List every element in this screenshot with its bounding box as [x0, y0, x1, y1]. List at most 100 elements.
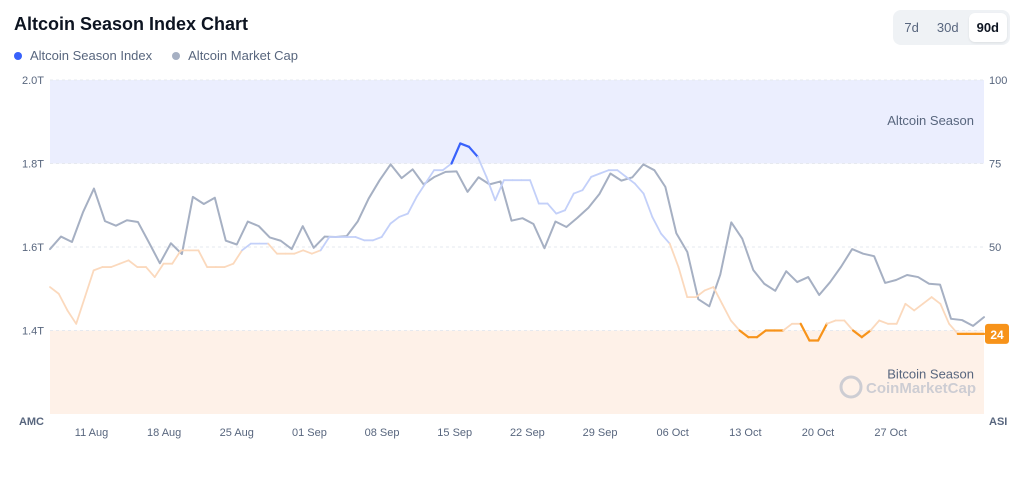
altcoin-season-index-segment [494, 179, 505, 202]
chart-legend: Altcoin Season Index Altcoin Market Cap [14, 48, 298, 63]
altcoin-season-index-segment [75, 296, 86, 325]
x-axis-tick-label: 20 Oct [802, 427, 834, 439]
x-axis-tick-label: 11 Aug [75, 427, 108, 439]
altcoin-season-index-segment [485, 175, 497, 202]
altcoin-season-index-segment [590, 172, 601, 178]
altcoin-season-index-segment [529, 179, 540, 205]
altcoin-season-index-segment [57, 292, 69, 312]
legend-dot-gray-icon [172, 51, 181, 60]
range-tab-30d[interactable]: 30d [929, 13, 967, 42]
x-axis-tick-label: 22 Sep [510, 427, 545, 439]
altcoin-season-index-segment [232, 249, 243, 265]
x-axis-tick-label: 18 Aug [147, 427, 181, 439]
altcoin-season-index-segment [930, 296, 942, 305]
altcoin-season-index-segment [712, 286, 724, 305]
altcoin-season-index-segment [817, 322, 828, 342]
x-axis-tick-label: 06 Oct [656, 427, 688, 439]
range-tab-7d[interactable]: 7d [896, 13, 926, 42]
altcoin-season-index-segment [302, 249, 313, 255]
altcoin-season-index-segment [92, 266, 104, 272]
altcoin-season-index-segment [755, 329, 767, 339]
altcoin-season-zone [50, 80, 984, 164]
right-axis-label: ASI [989, 416, 1007, 428]
altcoin-season-index-segment [267, 242, 278, 255]
altcoin-season-index-segment [625, 175, 636, 185]
altcoin-season-index-segment [738, 329, 750, 339]
altcoin-season-index-segment [293, 249, 305, 255]
altcoin-season-index-segment [939, 302, 950, 325]
x-axis-tick-label: 25 Aug [220, 427, 254, 439]
altcoin-season-index-segment [564, 192, 575, 212]
legend-item-altcoin-season-index[interactable]: Altcoin Season Index [14, 48, 152, 63]
legend-label: Altcoin Season Index [30, 48, 153, 63]
chart-title: Altcoin Season Index Chart [14, 14, 249, 34]
altcoin-season-index-segment [389, 216, 401, 225]
left-axis-label: AMC [19, 416, 44, 428]
altcoin-season-index-segment [572, 189, 584, 195]
altcoin-season-index-segment [171, 249, 182, 265]
x-axis-tick-label: 27 Oct [874, 427, 906, 439]
altcoin-season-index-segment [843, 319, 854, 332]
altcoin-season-index-segment [319, 236, 331, 252]
altcoin-season-index-segment [546, 202, 558, 215]
altcoin-season-index-segment [895, 302, 907, 325]
altcoin-season-index-segment [467, 145, 479, 158]
altcoin-season-index-segment [825, 319, 837, 325]
altcoin-season-index-segment [799, 322, 811, 342]
altcoin-season-index-segment [651, 216, 662, 235]
bitcoin-season-zone [50, 330, 984, 414]
altcoin-season-index-segment [921, 296, 933, 305]
legend-label: Altcoin Market Cap [188, 48, 298, 63]
altcoin-season-index-segment [197, 249, 209, 268]
altcoin-season-index-segment [459, 142, 471, 148]
coinmarketcap-watermark: CoinMarketCap [839, 375, 976, 399]
altcoin-season-index-segment [633, 182, 645, 195]
altcoin-season-index-segment [851, 329, 863, 339]
altcoin-season-index-segment [878, 319, 889, 325]
altcoin-season-index-segment [555, 209, 566, 215]
altcoin-season-index-segment [668, 242, 680, 268]
altcoin-season-index-segment [354, 236, 366, 242]
altcoin-season-index-segment [695, 289, 706, 299]
altcoin-season-index-segment [869, 319, 881, 332]
altcoin-season-index-segment [677, 266, 689, 299]
legend-dot-blue-icon [14, 51, 22, 60]
altcoin-season-index-segment [241, 242, 252, 252]
altcoin-season-index-segment [127, 259, 139, 268]
altcoin-season-index-segment [398, 212, 409, 218]
altcoin-market-cap-line[interactable] [49, 163, 985, 327]
right-axis-tick-label: 50 [989, 242, 1001, 254]
altcoin-season-index-segment [476, 155, 488, 178]
altcoin-season-index-segment [415, 182, 427, 198]
altcoin-season-index-segment [66, 309, 78, 325]
current-index-badge-value: 24 [990, 328, 1004, 342]
left-axis-tick-label: 1.8T [22, 159, 44, 171]
altcoin-season-index-segment [145, 266, 156, 278]
range-tab-90d[interactable]: 90d [968, 13, 1007, 42]
altcoin-season-index-segment [599, 169, 610, 175]
x-axis-tick-label: 01 Sep [292, 427, 327, 439]
x-axis-tick-label: 08 Sep [365, 427, 400, 439]
altcoin-season-index-segment [118, 259, 130, 265]
altcoin-season-index-segment [581, 175, 593, 192]
legend-item-altcoin-market-cap[interactable]: Altcoin Market Cap [172, 48, 298, 63]
x-axis-tick-label: 15 Sep [437, 427, 472, 439]
altcoin-season-label: Altcoin Season [887, 113, 974, 128]
altcoin-season-index-segment [660, 232, 671, 245]
altcoin-season-index-segment [310, 249, 322, 255]
altcoin-season-index-segment [450, 142, 462, 165]
altcoin-season-index-segment [424, 169, 435, 185]
altcoin-season-index-segment [729, 319, 741, 332]
time-range-selector: 7d 30d 90d [893, 10, 1010, 45]
altcoin-season-index-segment [782, 322, 793, 332]
altcoin-season-index-segment [406, 195, 418, 215]
current-index-badge [985, 323, 1009, 344]
altcoin-season-index-segment [441, 162, 453, 172]
altcoin-season-index-segment [703, 286, 715, 292]
left-axis-tick-label: 1.6T [22, 242, 44, 254]
altcoin-season-index-segment [84, 269, 95, 299]
altcoin-season-index-segment [223, 262, 235, 268]
altcoin-season-index-segment [372, 236, 383, 242]
altcoin-season-index-segment [49, 286, 60, 295]
